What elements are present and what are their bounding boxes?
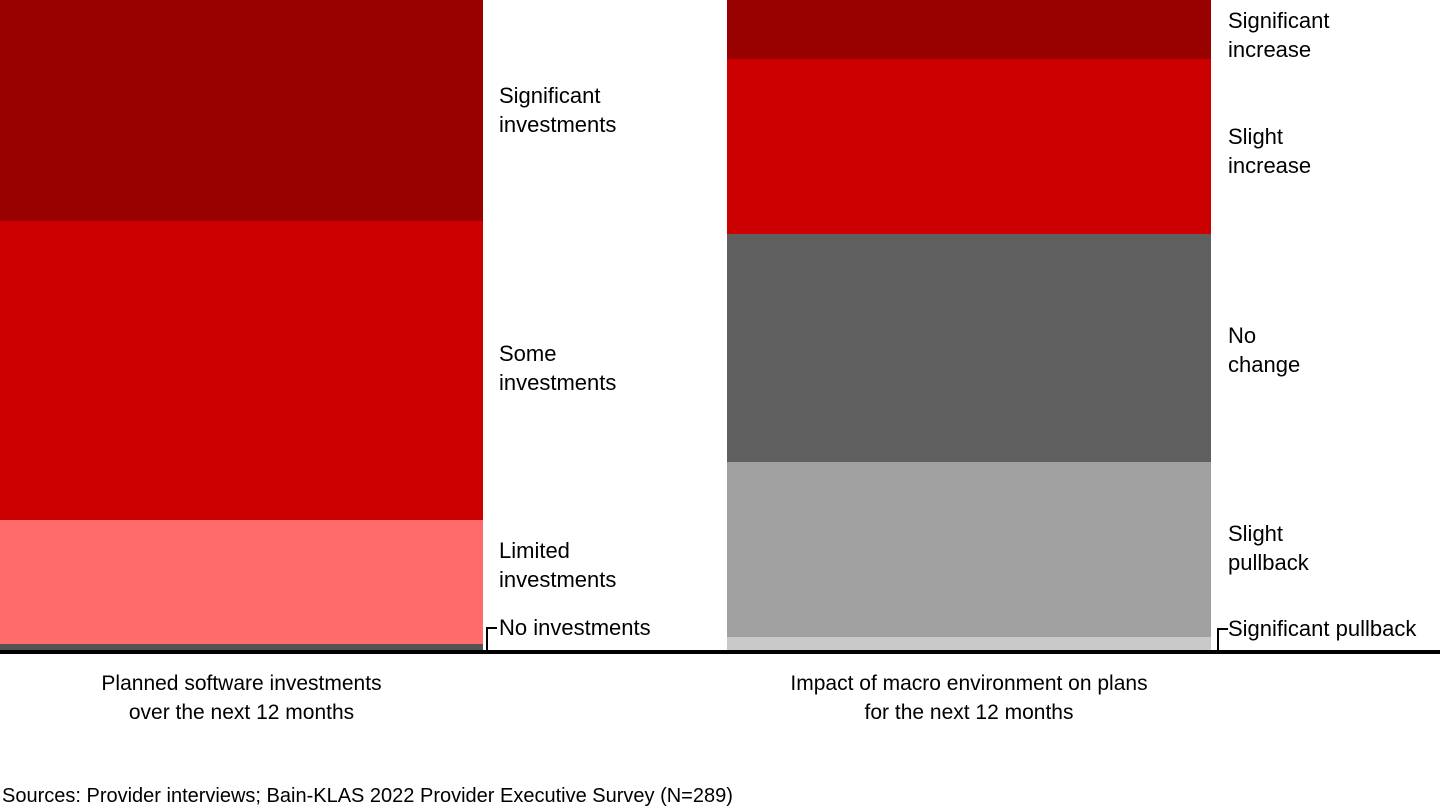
leader-line-significant-pullback [1217,628,1228,652]
bar-segment [0,0,483,221]
bar-segment [0,643,483,650]
bar-segment [727,637,1211,650]
axis-title-macro-impact: Impact of macro environment on plans for … [790,672,1148,724]
segment-label-slight-pullback: Slight pullback [1228,521,1309,575]
segment-label-significant-pullback: Significant pullback [1228,616,1417,641]
axis-title-planned-investments: Planned software investments over the nex… [101,672,382,724]
segment-label-no-investments: No investments [499,615,651,640]
segment-label-slight-increase: Slight increase [1228,124,1312,178]
segment-label-significant-increase: Significant increase [1228,8,1330,62]
bar-segment [727,0,1211,59]
x-axis-line [0,650,1440,654]
segment-label-some-investments: Some investments [499,341,617,395]
bar-segment [0,520,483,644]
leader-line-no-investments [486,627,497,651]
bar-segment [727,461,1211,637]
segment-label-no-change: No change [1228,323,1301,377]
bar-segment [0,221,483,520]
bar-segment [727,58,1211,234]
source-note: Sources: Provider interviews; Bain-KLAS … [2,785,733,807]
segment-label-limited-investments: Limited investments [499,538,617,592]
bar-segment [727,234,1211,462]
stacked-bar-macro-impact [727,0,1211,650]
segment-label-significant-investments: Significant investments [499,83,617,137]
stacked-bar-planned-investments [0,0,483,650]
